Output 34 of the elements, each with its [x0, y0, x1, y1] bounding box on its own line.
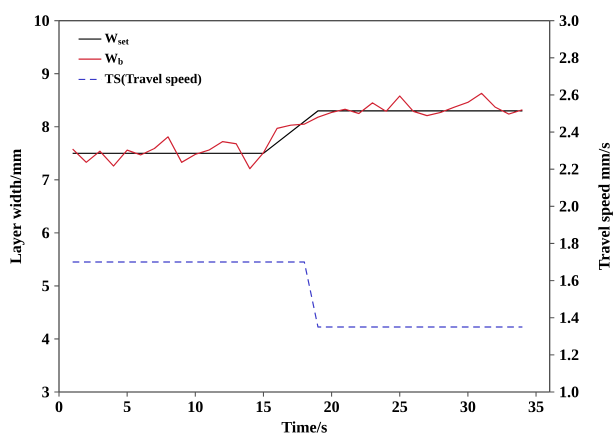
x-tick-label: 15: [256, 401, 271, 412]
x-tick-label: 25: [392, 401, 408, 412]
y-tick-label: 3: [42, 386, 50, 398]
y2-tick-label: 1.0: [560, 386, 578, 398]
legend-label: W$_{b}$: [104, 54, 123, 65]
x-tick-label: 20: [324, 401, 339, 412]
x-tick-label: 10: [188, 401, 203, 412]
x-tick-label: 5: [124, 401, 131, 412]
y2-tick-label: 1.6: [560, 275, 579, 286]
legend-label: TS(Travel speed): [104, 74, 202, 86]
y-axis-title: Layer width/mm: [10, 149, 24, 264]
y2-tick-label: 2.2: [560, 164, 578, 175]
y2-tick-label: 1.4: [560, 312, 579, 324]
legend-label: W$_{set}$: [104, 34, 129, 45]
x-axis-title: Time/s: [282, 421, 327, 433]
y2-tick-label: 2.0: [560, 200, 578, 212]
y-tick-label: 4: [42, 334, 50, 344]
x-tick-label: 0: [56, 401, 62, 412]
x-tick-label: 35: [528, 401, 544, 412]
y-tick-label: 10: [34, 15, 50, 26]
y-tick-label: 5: [42, 280, 50, 292]
line-series: [72, 92, 524, 170]
y2-tick-label: 3.0: [560, 15, 578, 26]
y2-tick-label: 2.4: [560, 126, 579, 138]
y2-tick-label: 2.6: [560, 90, 579, 100]
y2-axis-title: Travel speed mm/s: [598, 142, 613, 270]
y2-tick-label: 1.8: [560, 238, 579, 249]
y-tick-label: 8: [42, 121, 50, 132]
y2-tick-label: 1.2: [560, 349, 578, 360]
y-tick-label: 6: [42, 227, 50, 238]
y-tick-label: 7: [42, 174, 50, 186]
x-tick-label: 30: [460, 401, 476, 412]
y-tick-label: 9: [42, 68, 50, 80]
y2-tick-label: 2.8: [560, 52, 579, 64]
